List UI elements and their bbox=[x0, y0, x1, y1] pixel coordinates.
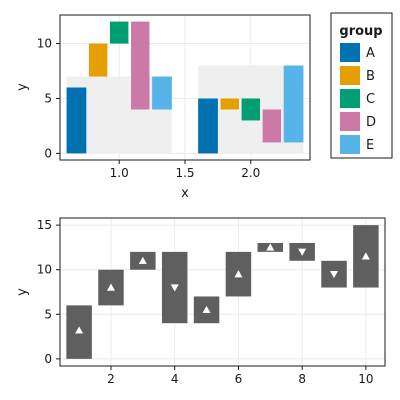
top-bar-c bbox=[241, 98, 260, 121]
top-y-ticks: 0 5 10 bbox=[37, 37, 60, 160]
top-x-tick-label: 1.0 bbox=[110, 166, 129, 180]
legend-swatch-b bbox=[340, 66, 360, 85]
bottom-plot-border bbox=[59, 217, 386, 367]
bottom-bars bbox=[66, 225, 379, 359]
bottom-y-tick-label: 10 bbox=[37, 263, 52, 277]
bottom-y-tick-label: 0 bbox=[44, 352, 52, 366]
top-bar-e bbox=[152, 76, 172, 110]
top-bar-d bbox=[131, 21, 150, 110]
top-bars bbox=[66, 21, 304, 154]
legend-swatch-e bbox=[340, 135, 360, 154]
bottom-y-tick-label: 5 bbox=[44, 307, 52, 321]
legend-title: group bbox=[339, 24, 382, 39]
top-bar-d bbox=[262, 109, 282, 143]
top-bar-b bbox=[220, 98, 239, 110]
legend-label-d: D bbox=[366, 115, 376, 130]
bottom-x-tick-label: 6 bbox=[235, 372, 243, 386]
top-x-tick-label: 2.0 bbox=[241, 166, 260, 180]
legend-label-e: E bbox=[366, 138, 374, 153]
top-y-tick-label: 10 bbox=[37, 37, 52, 51]
legend-swatch-c bbox=[340, 89, 360, 108]
top-bar-b bbox=[88, 43, 108, 77]
bottom-marker-8 bbox=[298, 248, 307, 256]
bottom-y-tick-label: 15 bbox=[37, 218, 52, 232]
top-bar-e bbox=[283, 65, 304, 143]
bottom-x-tick-label: 10 bbox=[358, 372, 373, 386]
bottom-marker-5 bbox=[202, 305, 211, 314]
top-y-tick-label: 5 bbox=[44, 91, 52, 105]
legend-swatch-d bbox=[340, 112, 360, 131]
bottom-x-tick-label: 8 bbox=[298, 372, 306, 386]
bottom-marker-7 bbox=[266, 243, 275, 251]
bottom-marker-9 bbox=[330, 270, 339, 279]
bottom-x-tick-label: 2 bbox=[107, 372, 115, 386]
top-x-tick-label: 1.5 bbox=[175, 166, 194, 180]
bottom-marker-2 bbox=[106, 283, 115, 291]
top-y-tick-label: 0 bbox=[44, 146, 52, 160]
top-bar-c bbox=[110, 21, 129, 44]
bottom-marker-6 bbox=[234, 270, 243, 278]
bottom-y-ticks: 0 5 10 15 bbox=[37, 218, 60, 366]
top-bar-a bbox=[198, 98, 218, 154]
bottom-marker-3 bbox=[138, 256, 147, 264]
legend-frame bbox=[330, 12, 393, 159]
bottom-x-ticks: 2 4 6 8 10 bbox=[107, 366, 374, 386]
legend-label-a: A bbox=[366, 46, 375, 61]
top-y-axis-label: y bbox=[15, 83, 30, 91]
legend-swatch-a bbox=[340, 43, 360, 62]
top-x-axis-label: x bbox=[181, 186, 189, 201]
bottom-x-tick-label: 4 bbox=[171, 372, 179, 386]
bottom-marker-1 bbox=[75, 326, 84, 334]
top-panel: 1.0 1.5 2.0 0 5 10 x y bbox=[15, 14, 311, 201]
bottom-marker-4 bbox=[170, 284, 179, 292]
top-x-ticks: 1.0 1.5 2.0 bbox=[110, 160, 260, 180]
legend-label-b: B bbox=[366, 69, 375, 84]
bottom-marker-10 bbox=[361, 252, 370, 260]
top-bar-a bbox=[66, 87, 87, 154]
bottom-panel: 2 4 6 8 10 0 5 10 15 y bbox=[15, 217, 386, 386]
bottom-y-axis-label: y bbox=[15, 288, 30, 296]
legend-label-c: C bbox=[366, 92, 375, 107]
